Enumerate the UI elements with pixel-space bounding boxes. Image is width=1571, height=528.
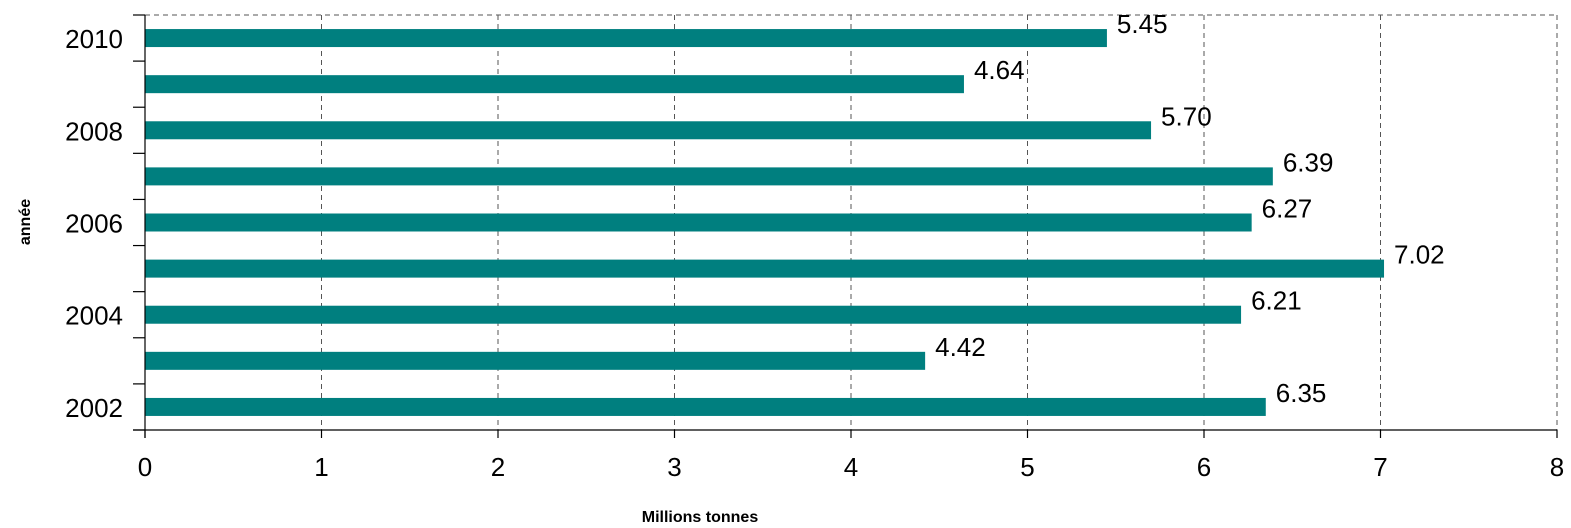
x-tick-label-8: 8 — [1550, 452, 1564, 482]
data-label-2006: 6.27 — [1262, 194, 1313, 224]
bar-2005 — [145, 259, 1385, 278]
y-tick-label-2006: 2006 — [65, 209, 123, 239]
data-label-2004: 6.21 — [1251, 286, 1302, 316]
data-label-2007: 6.39 — [1283, 147, 1334, 177]
y-axis-title: année — [17, 199, 34, 245]
data-label-2003: 4.42 — [935, 332, 986, 362]
x-tick-label-2: 2 — [491, 452, 505, 482]
x-axis-title: Millions tonnes — [642, 509, 759, 526]
bar-2008 — [145, 121, 1152, 140]
y-tick-label-2010: 2010 — [65, 24, 123, 54]
bar-2007 — [145, 167, 1273, 186]
x-tick-label-4: 4 — [844, 452, 858, 482]
bar-2004 — [145, 305, 1242, 324]
data-label-2002: 6.35 — [1276, 378, 1327, 408]
y-tick-label-2008: 2008 — [65, 116, 123, 146]
x-tick-label-1: 1 — [314, 452, 328, 482]
x-tick-label-5: 5 — [1020, 452, 1034, 482]
data-label-2009: 4.64 — [974, 55, 1025, 85]
x-tick-label-7: 7 — [1373, 452, 1387, 482]
bar-2002 — [145, 397, 1266, 416]
bar-2003 — [145, 351, 926, 370]
labels: 6.35 4.42 6.21 7.02 6.27 6.39 5.70 4.64 5.45 0 1 2 3… — [65, 9, 1564, 482]
x-tick-label-6: 6 — [1197, 452, 1211, 482]
data-label-2010: 5.45 — [1117, 9, 1168, 39]
bar-2006 — [145, 213, 1252, 232]
data-label-2005: 7.02 — [1394, 240, 1445, 270]
y-tick-label-2004: 2004 — [65, 301, 123, 331]
bar-2009 — [145, 75, 964, 94]
y-tick-label-2002: 2002 — [65, 393, 123, 423]
bar-2010 — [145, 29, 1107, 48]
axes — [133, 14, 1558, 438]
x-tick-label-0: 0 — [138, 452, 152, 482]
bars — [145, 29, 1385, 416]
x-tick-label-3: 3 — [667, 452, 681, 482]
data-label-2008: 5.70 — [1161, 101, 1212, 131]
